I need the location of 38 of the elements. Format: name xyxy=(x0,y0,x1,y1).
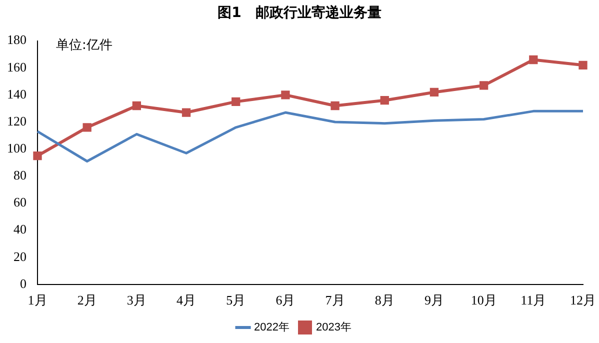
y-tick-label: 140 xyxy=(7,86,26,102)
legend-label: 2022年 xyxy=(254,322,290,334)
x-tick-label: 12月 xyxy=(570,292,596,308)
point xyxy=(330,101,340,110)
annotation: 单位:亿件 xyxy=(56,37,112,54)
x-tick-label: 10月 xyxy=(470,292,497,308)
legend-label: 2023年 xyxy=(316,322,352,334)
point xyxy=(479,81,488,90)
y-tick-label: 180 xyxy=(7,32,26,48)
x-tick-label: 1月 xyxy=(28,292,48,308)
point xyxy=(281,90,290,100)
y-tick-label: 120 xyxy=(7,113,26,128)
point xyxy=(33,152,42,160)
x-tick-label: 11月 xyxy=(520,292,546,308)
x-tick-label: 5月 xyxy=(226,292,246,308)
y-tick-label: 80 xyxy=(14,168,26,183)
y-tick-label: 0 xyxy=(20,276,26,291)
y-tick-label: 100 xyxy=(7,140,26,156)
point xyxy=(430,88,439,97)
x-tick-label: 8月 xyxy=(374,292,394,308)
x-tick-label: 3月 xyxy=(126,292,146,308)
y-tick-label: 40 xyxy=(14,222,26,237)
y-tick-label: 20 xyxy=(14,248,26,264)
x-tick-label: 2月 xyxy=(77,292,97,308)
point xyxy=(132,101,142,110)
point xyxy=(529,55,538,64)
point xyxy=(182,108,191,117)
x-tick-label: 4月 xyxy=(176,292,196,308)
y-tick-label: 160 xyxy=(7,59,26,74)
x-tick-label: 7月 xyxy=(325,292,345,308)
point xyxy=(380,96,389,105)
y-tick-label: 60 xyxy=(14,194,26,210)
x-tick-label: 9月 xyxy=(424,292,444,308)
point xyxy=(232,97,240,106)
chart-title: 图1 邮政行业寄递业务量 xyxy=(216,4,382,22)
point xyxy=(82,123,92,132)
point xyxy=(578,60,588,70)
x-tick-label: 6月 xyxy=(276,292,296,308)
